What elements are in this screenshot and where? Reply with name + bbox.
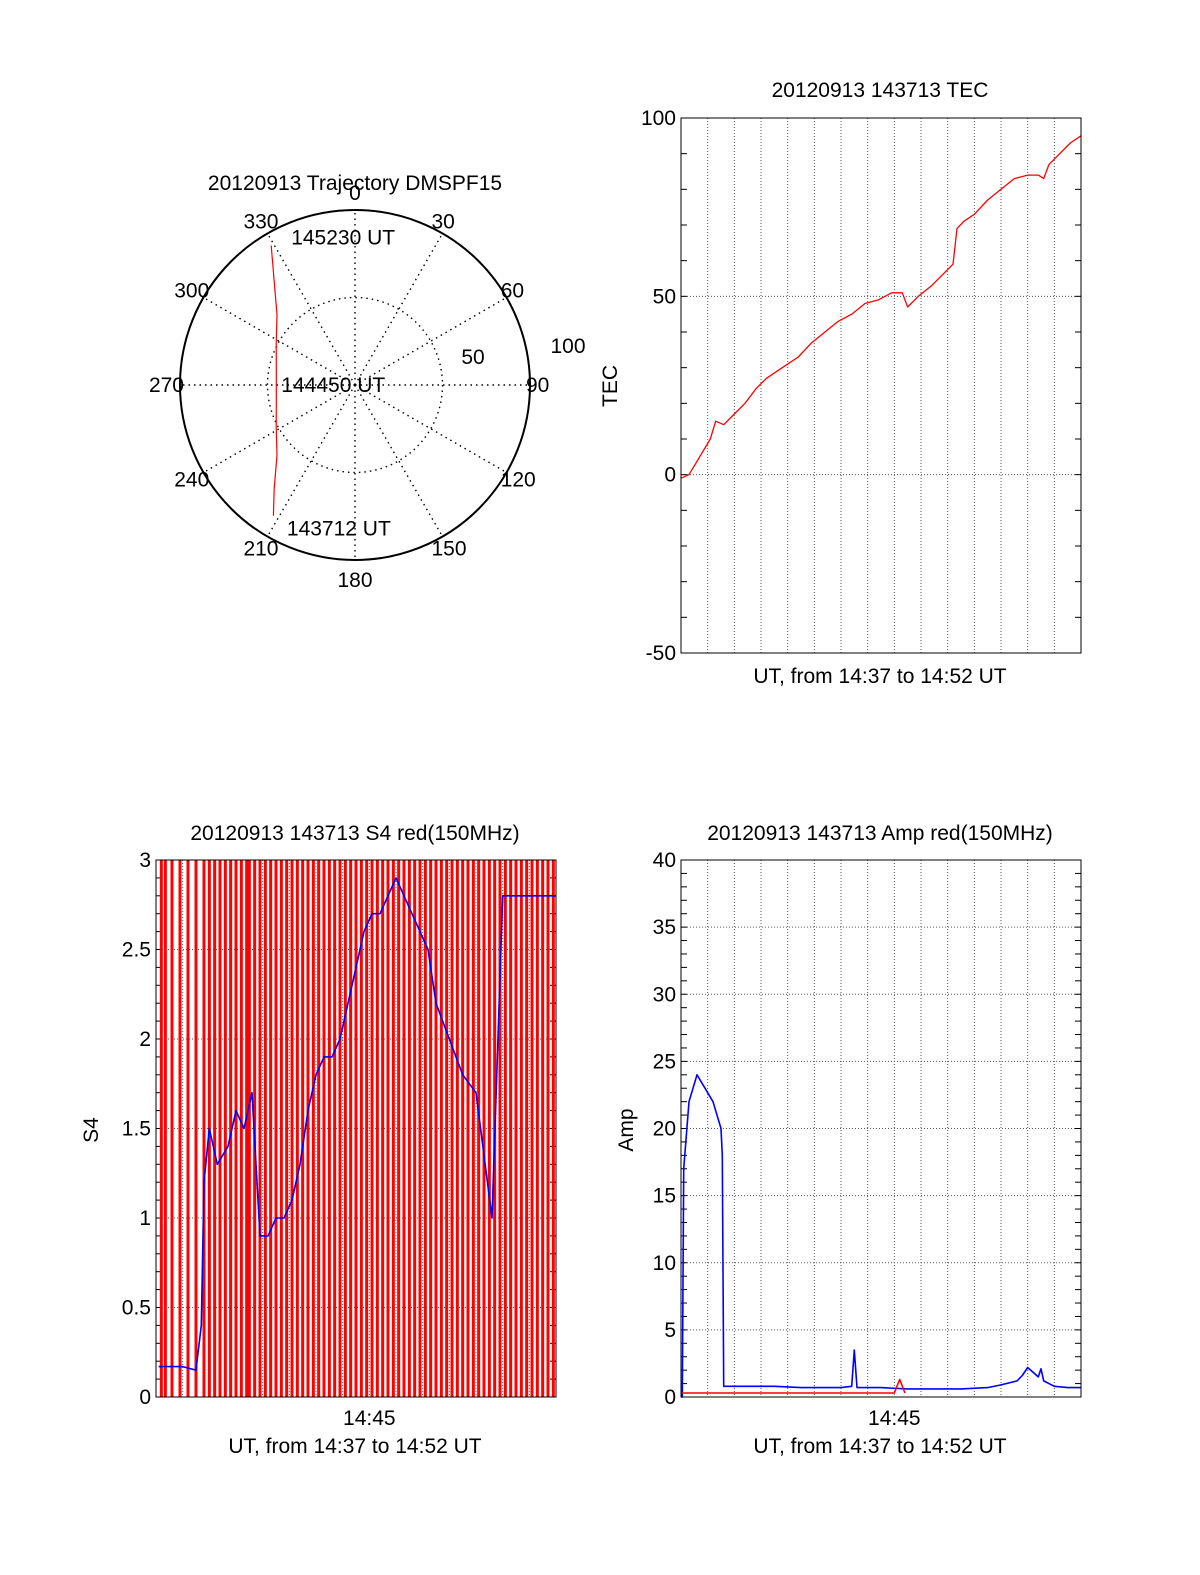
polar-azimuth-label: 300 bbox=[174, 280, 209, 303]
polar-series bbox=[270, 245, 278, 516]
amp-plot-frame bbox=[680, 859, 1082, 1398]
polar-spoke bbox=[266, 384, 356, 537]
polar-azimuth-label: 210 bbox=[243, 538, 278, 561]
tec-grid bbox=[681, 117, 1081, 654]
s4-ytick-label: 2.5 bbox=[122, 939, 151, 962]
tec-ytick-label: -50 bbox=[646, 642, 676, 665]
s4-chart: 20120913 143713 S4 red(150MHz) 0 0.5 1 1.5 2… bbox=[80, 822, 557, 1458]
amp-ytick-label: 15 bbox=[653, 1185, 676, 1208]
tec-title: 20120913 143713 TEC bbox=[772, 79, 989, 102]
s4-x-tick-labels: 14:45 bbox=[343, 1407, 396, 1430]
trajectory-polar-chart: 20120913 Trajectory DMSPF15 0 30 60 90 120 15… bbox=[149, 172, 586, 592]
amp-chart: 20120913 143713 Amp red(150MHz) 0 5 10 15 20… bbox=[615, 822, 1082, 1458]
amp-ytick-label: 20 bbox=[653, 1118, 676, 1141]
polar-azimuth-label: 120 bbox=[501, 469, 536, 492]
amp-ytick-label: 40 bbox=[653, 849, 676, 872]
polar-azimuth-label: 0 bbox=[349, 182, 361, 205]
polar-spoke bbox=[203, 384, 356, 474]
s4-ytick-label: 0 bbox=[139, 1386, 151, 1409]
amp-xtick-label: 14:45 bbox=[868, 1407, 921, 1430]
s4-ytick-label: 0.5 bbox=[122, 1297, 151, 1320]
tec-chart: 20120913 143713 TEC -50 0 50 100 UT, from 1… bbox=[599, 79, 1082, 688]
amp-x-tick-labels: 14:45 bbox=[868, 1407, 921, 1430]
polar-spoke bbox=[354, 296, 507, 386]
amp-series-line-1 bbox=[681, 1378, 906, 1394]
tec-ytick-label: 50 bbox=[653, 285, 676, 308]
amp-series bbox=[681, 1074, 1081, 1398]
amp-xlabel: UT, from 14:37 to 14:52 UT bbox=[753, 1435, 1006, 1458]
trajectory-time-label: 145230 UT bbox=[291, 227, 395, 250]
tec-ytick-label: 0 bbox=[664, 464, 676, 487]
polar-azimuth-labels: 0 30 60 90 120 150 180 210 240 270 300 330 bbox=[149, 182, 549, 592]
polar-azimuth-label: 150 bbox=[432, 538, 467, 561]
polar-title: 20120913 Trajectory DMSPF15 bbox=[208, 172, 502, 195]
s4-series bbox=[158, 860, 556, 1397]
s4-ytick-label: 1.5 bbox=[122, 1118, 151, 1141]
s4-title: 20120913 143713 S4 red(150MHz) bbox=[190, 822, 519, 845]
s4-series-line-1 bbox=[158, 877, 556, 1371]
polar-grid-ring bbox=[266, 296, 444, 474]
trajectory-time-label: 144450 UT bbox=[281, 374, 385, 397]
polar-grid bbox=[180, 210, 530, 560]
amp-ytick-label: 30 bbox=[653, 983, 676, 1006]
amp-y-tick-labels: 0 5 10 15 20 25 30 35 40 bbox=[653, 849, 676, 1409]
amp-ytick-label: 10 bbox=[653, 1252, 676, 1275]
amp-ytick-label: 5 bbox=[664, 1319, 676, 1342]
polar-azimuth-label: 240 bbox=[174, 469, 209, 492]
s4-y-tick-labels: 0 0.5 1 1.5 2 2.5 3 bbox=[122, 849, 151, 1409]
polar-azimuth-label: 180 bbox=[337, 569, 372, 592]
polar-radial-labels: 50 100 bbox=[461, 335, 585, 369]
tec-ytick-label: 100 bbox=[641, 107, 676, 130]
amp-series-line-0 bbox=[681, 1074, 1081, 1398]
amp-ytick-label: 35 bbox=[653, 916, 676, 939]
amp-ytick-label: 0 bbox=[664, 1386, 676, 1409]
polar-annotations: 145230 UT 144450 UT 143712 UT bbox=[281, 227, 395, 541]
polar-spoke bbox=[266, 233, 356, 386]
polar-azimuth-label: 330 bbox=[243, 210, 278, 233]
polar-azimuth-label: 60 bbox=[501, 280, 524, 303]
s4-xlabel: UT, from 14:37 to 14:52 UT bbox=[228, 1435, 481, 1458]
tec-xlabel: UT, from 14:37 to 14:52 UT bbox=[753, 665, 1006, 688]
polar-radial-label: 50 bbox=[461, 346, 484, 369]
s4-xtick-label: 14:45 bbox=[343, 1407, 396, 1430]
tec-ylabel: TEC bbox=[599, 365, 622, 407]
tec-y-tick-labels: -50 0 50 100 bbox=[641, 107, 676, 665]
tec-series bbox=[680, 135, 1082, 479]
polar-spoke bbox=[354, 384, 444, 537]
amp-ylabel: Amp bbox=[615, 1108, 638, 1151]
polar-azimuth-label: 30 bbox=[432, 210, 455, 233]
amp-grid bbox=[681, 859, 1081, 1398]
s4-ytick-label: 1 bbox=[139, 1207, 151, 1230]
polar-spoke bbox=[354, 384, 507, 474]
s4-ylabel: S4 bbox=[80, 1117, 103, 1143]
tec-plot-frame bbox=[680, 117, 1082, 654]
amp-ytick-label: 25 bbox=[653, 1050, 676, 1073]
polar-azimuth-label: 270 bbox=[149, 374, 184, 397]
trajectory-line bbox=[270, 245, 278, 516]
polar-azimuth-label: 90 bbox=[526, 374, 549, 397]
tec-series-line-0 bbox=[680, 135, 1082, 479]
polar-outer-ring bbox=[179, 209, 531, 561]
amp-title: 20120913 143713 Amp red(150MHz) bbox=[707, 822, 1053, 845]
s4-ytick-label: 2 bbox=[139, 1028, 151, 1051]
polar-radial-label: 100 bbox=[550, 335, 585, 358]
s4-ytick-label: 3 bbox=[139, 849, 151, 872]
s4-plot-frame bbox=[155, 859, 557, 1398]
trajectory-time-label: 143712 UT bbox=[287, 518, 391, 541]
